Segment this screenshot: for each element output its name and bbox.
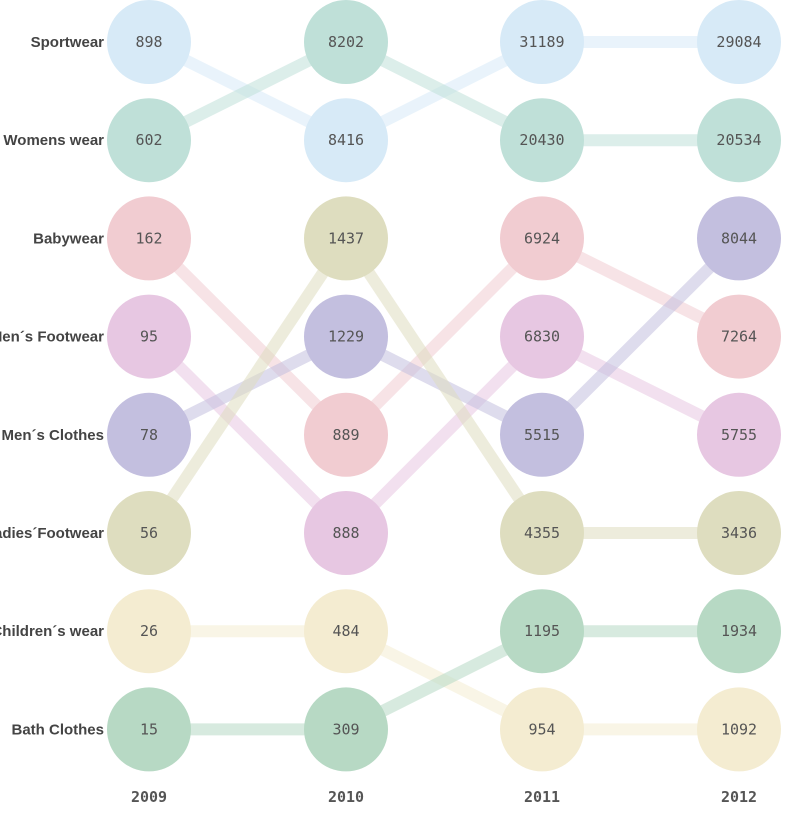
bubble-ladies-footwear-2010: [304, 196, 388, 281]
category-label-ladies-footwear: Ladies´Footwear: [0, 525, 104, 542]
value-label-sportwear-2011: 31189: [519, 33, 564, 51]
value-label-men-s-clothes-2010: 1229: [328, 328, 364, 346]
bubble-men-s-clothes-2011: [500, 392, 584, 477]
bubble-babywear-2010: [304, 392, 388, 477]
connector-babywear-2010-2011: [341, 234, 547, 440]
value-label-ladies-footwear-2012: 3436: [721, 524, 757, 542]
value-label-ladies-footwear-2009: 56: [140, 524, 158, 542]
value-label-men-s-footwear-2010: 888: [332, 524, 359, 542]
bubble-men-s-clothes-2009: [107, 392, 191, 477]
value-label-ladies-footwear-2011: 4355: [524, 524, 560, 542]
value-label-bath-clothes-2009: 15: [140, 720, 158, 738]
value-label-men-s-footwear-2012: 5755: [721, 426, 757, 444]
bubble-men-s-footwear-2011: [500, 294, 584, 379]
category-label-babywear: Babywear: [33, 230, 104, 247]
year-axis: 2009 2010 2011 2012: [131, 788, 757, 806]
value-label-men-s-footwear-2011: 6830: [524, 328, 560, 346]
value-label-sportwear-2012: 29084: [716, 33, 761, 51]
connector-men-s-footwear-2010-2011: [341, 332, 547, 538]
connector-men-s-clothes-2011-2012: [537, 234, 744, 440]
bubble-babywear-2011: [500, 196, 584, 281]
value-bubbles: 898 8416 31189 29084 602 8202 20430 20534 162 889…: [107, 0, 781, 772]
value-label-children-s-wear-2009: 26: [140, 622, 158, 640]
value-label-womens-wear-2009: 602: [135, 131, 162, 149]
value-label-bath-clothes-2010: 309: [332, 720, 359, 738]
value-label-bath-clothes-2012: 1934: [721, 622, 757, 640]
bubble-men-s-footwear-2009: [107, 294, 191, 379]
value-label-babywear-2011: 6924: [524, 229, 560, 247]
value-label-babywear-2012: 7264: [721, 328, 757, 346]
category-label-bath-clothes: Bath Clothes: [11, 721, 104, 738]
value-label-bath-clothes-2011: 1195: [524, 622, 560, 640]
bubble-children-s-wear-2010: [304, 589, 388, 674]
value-label-men-s-clothes-2012: 8044: [721, 229, 757, 247]
value-label-womens-wear-2010: 8202: [328, 33, 364, 51]
bubble-ladies-footwear-2009: [107, 491, 191, 575]
bubble-children-s-wear-2012: [697, 687, 781, 772]
connector-ladies-footwear-2010-2011: [341, 235, 547, 537]
connector-ladies-footwear-2009-2010: [144, 235, 351, 537]
year-label-2011: 2011: [524, 788, 560, 806]
bubble-men-s-clothes-2012: [697, 196, 781, 281]
category-label-sportwear: Sportwear: [31, 34, 105, 51]
value-label-womens-wear-2012: 20534: [716, 131, 761, 149]
category-label-men-s-clothes: Men´s Clothes: [1, 427, 104, 444]
value-label-ladies-footwear-2010: 1437: [328, 229, 364, 247]
bubble-sportwear-2010: [304, 98, 388, 183]
bubble-ladies-footwear-2012: [697, 491, 781, 575]
bubble-sportwear-2012: [697, 0, 781, 84]
bubble-bath-clothes-2012: [697, 589, 781, 674]
bubble-children-s-wear-2011: [500, 687, 584, 772]
value-label-children-s-wear-2011: 954: [528, 720, 555, 738]
bubble-womens-wear-2011: [500, 98, 584, 183]
connector-men-s-footwear-2009-2010: [144, 332, 351, 538]
year-label-2012: 2012: [721, 788, 757, 806]
bubble-bath-clothes-2010: [304, 687, 388, 772]
bubble-ladies-footwear-2011: [500, 491, 584, 575]
category-labels: Sportwear Womens wear Babywear Men´s Footwe…: [0, 34, 104, 738]
bubble-sportwear-2009: [107, 0, 191, 84]
bubble-bath-clothes-2009: [107, 687, 191, 772]
value-label-womens-wear-2011: 20430: [519, 131, 564, 149]
bubble-womens-wear-2012: [697, 98, 781, 183]
connector-babywear-2009-2010: [144, 234, 351, 440]
bubble-womens-wear-2010: [304, 0, 388, 84]
value-label-men-s-clothes-2009: 78: [140, 426, 158, 444]
bubble-babywear-2009: [107, 196, 191, 281]
bubble-babywear-2012: [697, 294, 781, 379]
value-label-men-s-footwear-2009: 95: [140, 328, 158, 346]
bubble-men-s-clothes-2010: [304, 294, 388, 379]
connector-lines: [144, 36, 744, 736]
value-label-sportwear-2010: 8416: [328, 131, 364, 149]
bubble-men-s-footwear-2012: [697, 392, 781, 477]
value-label-sportwear-2009: 898: [135, 33, 162, 51]
year-label-2009: 2009: [131, 788, 167, 806]
bubble-sportwear-2011: [500, 0, 584, 84]
bubble-children-s-wear-2009: [107, 589, 191, 674]
year-label-2010: 2010: [328, 788, 364, 806]
value-label-children-s-wear-2012: 1092: [721, 720, 757, 738]
bubble-bath-clothes-2011: [500, 589, 584, 674]
bubble-men-s-footwear-2010: [304, 491, 388, 575]
value-label-children-s-wear-2010: 484: [332, 622, 359, 640]
value-label-men-s-clothes-2011: 5515: [524, 426, 560, 444]
category-label-men-s-footwear: Men´s Footwear: [0, 329, 104, 346]
value-label-babywear-2010: 889: [332, 426, 359, 444]
category-label-womens-wear: Womens wear: [3, 132, 104, 149]
value-label-babywear-2009: 162: [135, 229, 162, 247]
bubble-womens-wear-2009: [107, 98, 191, 183]
category-label-children-s-wear: Children´s wear: [0, 623, 104, 640]
